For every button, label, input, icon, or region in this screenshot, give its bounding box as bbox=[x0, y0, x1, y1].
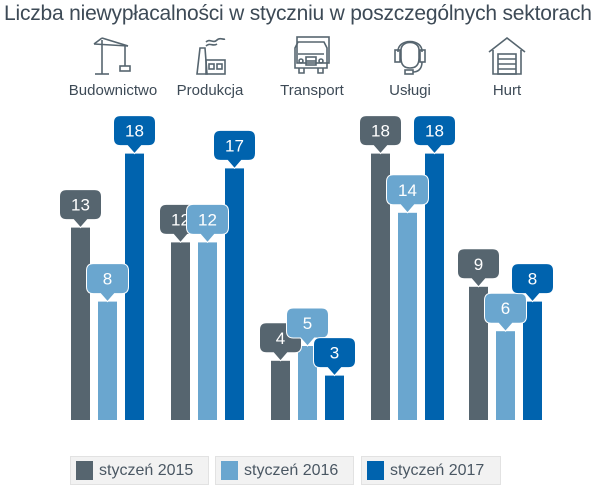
bar-hurt-2016 bbox=[496, 331, 515, 420]
bar-transport-2015 bbox=[271, 360, 290, 420]
callout-shape bbox=[313, 337, 356, 377]
sector-produkcja: Produkcja bbox=[155, 34, 265, 99]
data-label: 4 bbox=[276, 329, 285, 348]
sector-label: Budownictwo bbox=[68, 82, 158, 99]
bar-transport-2017 bbox=[325, 375, 344, 420]
sector-label: Usługi bbox=[389, 82, 431, 99]
data-label-callout: 9 bbox=[457, 248, 500, 288]
factory-icon bbox=[196, 37, 226, 75]
legend-label: styczeń 2017 bbox=[390, 461, 485, 479]
data-label: 12 bbox=[198, 210, 217, 229]
legend-item-2017: styczeń 2017 bbox=[361, 456, 501, 485]
bar-budownictwo-2017 bbox=[125, 153, 144, 420]
bar-hurt-2015 bbox=[469, 286, 488, 420]
bar-usługi-2017 bbox=[425, 153, 444, 420]
data-label: 14 bbox=[398, 181, 417, 200]
data-label: 18 bbox=[371, 122, 390, 141]
data-label: 17 bbox=[225, 136, 244, 155]
data-label: 6 bbox=[501, 299, 510, 318]
chart-title: Liczba niewypłacalności w styczniu w pos… bbox=[4, 2, 592, 25]
sector-label: Transport bbox=[280, 82, 344, 99]
data-label-callout: 12 bbox=[186, 203, 229, 244]
data-label: 18 bbox=[125, 122, 144, 141]
legend-label: styczeń 2016 bbox=[244, 461, 339, 479]
callout-shape bbox=[186, 203, 229, 244]
bar-produkcja-2016 bbox=[198, 242, 217, 420]
data-label: 18 bbox=[425, 122, 444, 141]
data-label-callout: 6 bbox=[484, 292, 527, 332]
data-label-callout: 18 bbox=[413, 115, 456, 155]
sector-hurt: Hurt bbox=[452, 34, 562, 99]
callout-shape bbox=[59, 189, 102, 229]
callout-shape bbox=[413, 115, 456, 155]
bar-transport-2016 bbox=[298, 346, 317, 420]
sector-uslugi: Usługi bbox=[355, 34, 465, 99]
callout-shape bbox=[386, 174, 429, 214]
sector-label: Hurt bbox=[492, 82, 522, 99]
data-label-callout: 18 bbox=[113, 115, 156, 155]
data-label: 8 bbox=[528, 270, 537, 289]
data-label-callout: 3 bbox=[313, 337, 356, 377]
sector-label: Produkcja bbox=[176, 82, 244, 99]
data-label: 12 bbox=[171, 210, 190, 229]
callout-shape bbox=[484, 292, 527, 332]
headset-icon bbox=[394, 40, 426, 75]
sector-transport: Transport bbox=[257, 34, 367, 99]
bar-produkcja-2017 bbox=[225, 168, 244, 420]
legend-swatch-2015 bbox=[76, 461, 93, 480]
crane-icon bbox=[93, 37, 131, 75]
callout-shape bbox=[359, 115, 402, 155]
bar-budownictwo-2016 bbox=[98, 301, 117, 420]
bar-produkcja-2015 bbox=[171, 242, 190, 420]
data-label-callout: 5 bbox=[286, 307, 329, 347]
bar-hurt-2017 bbox=[523, 301, 542, 420]
legend-item-2016: styczeń 2016 bbox=[215, 456, 354, 485]
truck-icon bbox=[294, 36, 330, 74]
callout-shape bbox=[113, 115, 156, 155]
data-label: 8 bbox=[103, 270, 112, 289]
warehouse-icon bbox=[488, 36, 526, 75]
data-label-callout: 8 bbox=[511, 263, 554, 303]
data-label-callout: 8 bbox=[86, 263, 129, 303]
legend-swatch-2017 bbox=[367, 461, 384, 480]
legend-swatch-2016 bbox=[221, 461, 238, 480]
data-label: 9 bbox=[474, 255, 483, 274]
data-label: 13 bbox=[71, 196, 90, 215]
data-label-callout: 17 bbox=[213, 129, 256, 170]
callout-shape bbox=[213, 129, 256, 170]
data-label-callout: 14 bbox=[386, 174, 429, 214]
callout-shape bbox=[286, 307, 329, 347]
callout-shape bbox=[457, 248, 500, 288]
sector-budownictwo: Budownictwo bbox=[58, 34, 168, 99]
data-label-callout: 13 bbox=[59, 189, 102, 229]
data-label: 3 bbox=[330, 344, 339, 363]
bar-usługi-2015 bbox=[371, 153, 390, 420]
callout-shape bbox=[511, 263, 554, 303]
legend-label: styczeń 2015 bbox=[99, 461, 194, 479]
bar-budownictwo-2015 bbox=[71, 227, 90, 420]
data-label-callout: 18 bbox=[359, 115, 402, 155]
bar-usługi-2016 bbox=[398, 212, 417, 420]
data-label: 5 bbox=[303, 314, 312, 333]
legend-item-2015: styczeń 2015 bbox=[70, 456, 209, 485]
callout-shape bbox=[86, 263, 129, 303]
